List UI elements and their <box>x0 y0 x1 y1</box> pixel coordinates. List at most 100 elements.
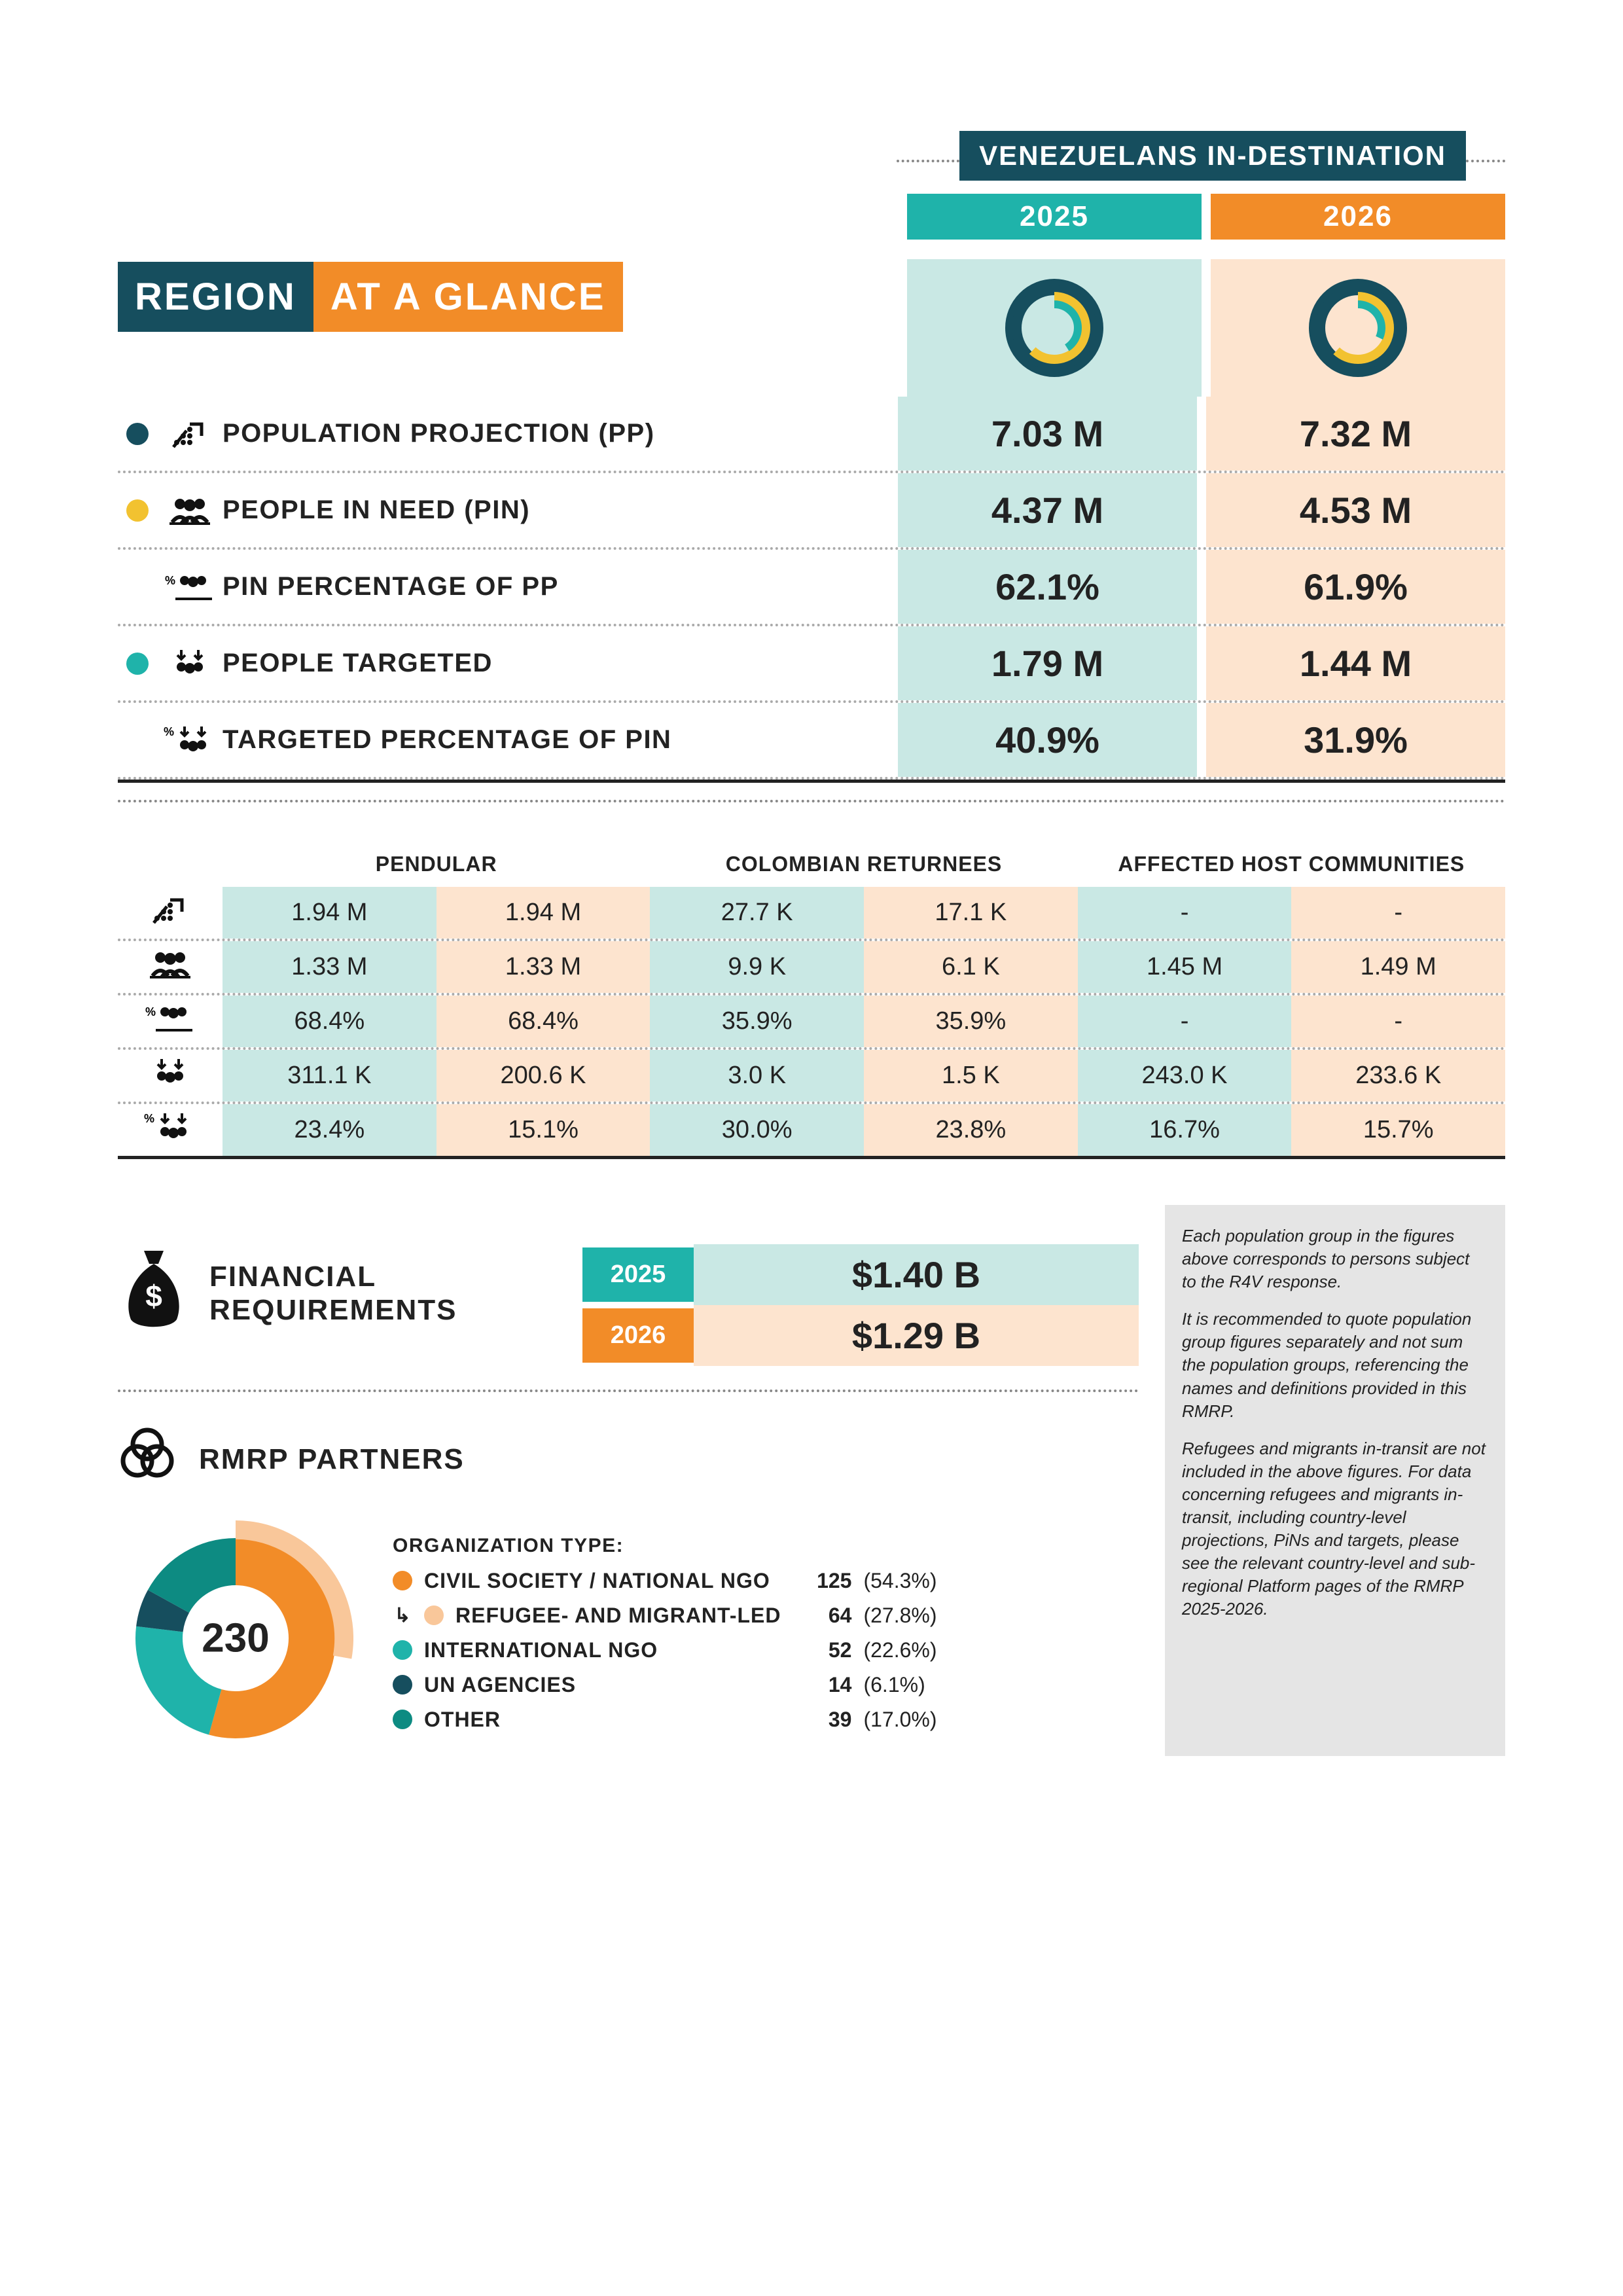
partners-icon <box>118 1425 177 1494</box>
sub-row: 311.1 K200.6 K3.0 K1.5 K243.0 K233.6 K <box>118 1050 1505 1104</box>
sub-cell: 15.1% <box>437 1104 651 1156</box>
sub-cell: 30.0% <box>650 1104 864 1156</box>
svg-text:%: % <box>164 725 174 738</box>
row-val-2025: 40.9% <box>898 703 1197 777</box>
sub-cell: 17.1 K <box>864 887 1078 939</box>
org-type-label: ORGANIZATION TYPE: <box>393 1535 948 1557</box>
row-val-2026: 61.9% <box>1206 550 1505 624</box>
row-val-2025: 1.79 M <box>898 626 1197 700</box>
note-paragraph: Refugees and migrants in-transit are not… <box>1182 1437 1488 1621</box>
org-row: OTHER 39 (17.0%) <box>393 1708 948 1732</box>
row-val-2026: 4.53 M <box>1206 473 1505 547</box>
year-2025: 2025 <box>907 194 1202 240</box>
sub-cell: 1.94 M <box>437 887 651 939</box>
svg-text:%: % <box>145 1005 156 1018</box>
page-title: REGION AT A GLANCE <box>118 262 897 332</box>
org-row: ↳ REFUGEE- AND MIGRANT-LED 64 (27.8%) <box>393 1604 948 1628</box>
row-val-2026: 31.9% <box>1206 703 1505 777</box>
row-icon <box>157 496 223 525</box>
org-pct: (6.1%) <box>863 1673 948 1697</box>
row-label: PIN PERCENTAGE OF PP <box>223 556 898 617</box>
partners-title: RMRP PARTNERS <box>199 1443 465 1476</box>
sub-row-icon: % <box>118 1004 223 1039</box>
svg-text:%: % <box>144 1112 154 1125</box>
org-row: UN AGENCIES 14 (6.1%) <box>393 1673 948 1697</box>
fin-line: 2026 $1.29 B <box>582 1305 1139 1366</box>
org-pct: (27.8%) <box>863 1604 948 1628</box>
row-icon: % <box>157 573 223 601</box>
org-row: INTERNATIONAL NGO 52 (22.6%) <box>393 1638 948 1662</box>
sub-cell: 1.45 M <box>1078 941 1292 993</box>
org-row: CIVIL SOCIETY / NATIONAL NGO 125 (54.3%) <box>393 1569 948 1593</box>
fin-line: 2025 $1.40 B <box>582 1244 1139 1305</box>
row-val-2026: 7.32 M <box>1206 397 1505 471</box>
org-count: 14 <box>793 1673 851 1697</box>
sub-row: % 68.4%68.4%35.9%35.9%-- <box>118 996 1505 1050</box>
subset-arrow-icon: ↳ <box>393 1604 412 1627</box>
sub-row-icon <box>118 1056 223 1095</box>
fin-amount: $1.40 B <box>694 1244 1139 1305</box>
sub-header: AFFECTED HOST COMMUNITIES <box>1078 842 1505 887</box>
sub-cell: 16.7% <box>1078 1104 1292 1156</box>
donut-row <box>897 259 1505 397</box>
banner-label: VENEZUELANS IN-DESTINATION <box>959 131 1466 181</box>
org-count: 64 <box>793 1604 851 1628</box>
sub-cell: 1.49 M <box>1291 941 1505 993</box>
sub-cell: 23.4% <box>223 1104 437 1156</box>
row-val-2025: 4.37 M <box>898 473 1197 547</box>
main-row: PEOPLE TARGETED 1.79 M 1.44 M <box>118 626 1505 703</box>
row-label: PEOPLE TARGETED <box>223 633 898 694</box>
fin-amount: $1.29 B <box>694 1305 1139 1366</box>
year-headers: 2025 2026 <box>897 194 1505 240</box>
org-count: 52 <box>793 1638 851 1662</box>
sub-row: 1.33 M1.33 M9.9 K6.1 K1.45 M1.49 M <box>118 941 1505 996</box>
top-banner: VENEZUELANS IN-DESTINATION <box>897 131 1505 181</box>
org-list: ORGANIZATION TYPE: CIVIL SOCIETY / NATIO… <box>393 1535 948 1742</box>
sub-cell: 27.7 K <box>650 887 864 939</box>
sub-cell: 200.6 K <box>437 1050 651 1102</box>
org-color-dot <box>393 1675 412 1695</box>
org-name: UN AGENCIES <box>424 1673 781 1697</box>
note-paragraph: It is recommended to quote population gr… <box>1182 1308 1488 1422</box>
sub-cell: 15.7% <box>1291 1104 1505 1156</box>
org-name: REFUGEE- AND MIGRANT-LED <box>455 1604 781 1628</box>
sub-table: PENDULARCOLOMBIAN RETURNEESAFFECTED HOST… <box>118 842 1505 1159</box>
sub-cell: 35.9% <box>650 996 864 1047</box>
sub-cell: 1.94 M <box>223 887 437 939</box>
svg-text:$: $ <box>145 1279 162 1313</box>
title-b: AT A GLANCE <box>313 262 623 332</box>
note-box: Each population group in the figures abo… <box>1165 1205 1505 1756</box>
sub-row-icon <box>118 950 223 984</box>
sub-cell: - <box>1291 996 1505 1047</box>
sub-cell: 23.8% <box>864 1104 1078 1156</box>
fin-year: 2026 <box>582 1308 694 1363</box>
year-2026: 2026 <box>1211 194 1505 240</box>
sub-cell: 311.1 K <box>223 1050 437 1102</box>
sub-cell: 1.33 M <box>223 941 437 993</box>
fin-year: 2025 <box>582 1247 694 1302</box>
row-val-2026: 1.44 M <box>1206 626 1505 700</box>
org-name: INTERNATIONAL NGO <box>424 1638 781 1662</box>
org-pct: (54.3%) <box>863 1569 948 1593</box>
partners-donut: 230 <box>118 1520 353 1756</box>
sub-cell: - <box>1078 996 1292 1047</box>
org-count: 39 <box>793 1708 851 1732</box>
main-row: % TARGETED PERCENTAGE OF PIN 40.9% 31.9% <box>118 703 1505 780</box>
partners-block: RMRP PARTNERS 230 ORGANIZATION TYPE: CIV… <box>118 1425 1139 1756</box>
main-row: POPULATION PROJECTION (PP) 7.03 M 7.32 M <box>118 397 1505 473</box>
org-color-dot <box>393 1640 412 1660</box>
sub-cell: 35.9% <box>864 996 1078 1047</box>
row-icon <box>157 418 223 450</box>
org-count: 125 <box>793 1569 851 1593</box>
sub-cell: 9.9 K <box>650 941 864 993</box>
main-row: PEOPLE IN NEED (PIN) 4.37 M 4.53 M <box>118 473 1505 550</box>
org-color-dot <box>393 1710 412 1729</box>
org-name: OTHER <box>424 1708 781 1732</box>
svg-text:%: % <box>165 574 175 587</box>
row-label: POPULATION PROJECTION (PP) <box>223 403 898 464</box>
row-val-2025: 7.03 M <box>898 397 1197 471</box>
sub-cell: - <box>1078 887 1292 939</box>
sub-cell: 68.4% <box>437 996 651 1047</box>
sub-cell: 68.4% <box>223 996 437 1047</box>
row-icon <box>157 647 223 680</box>
